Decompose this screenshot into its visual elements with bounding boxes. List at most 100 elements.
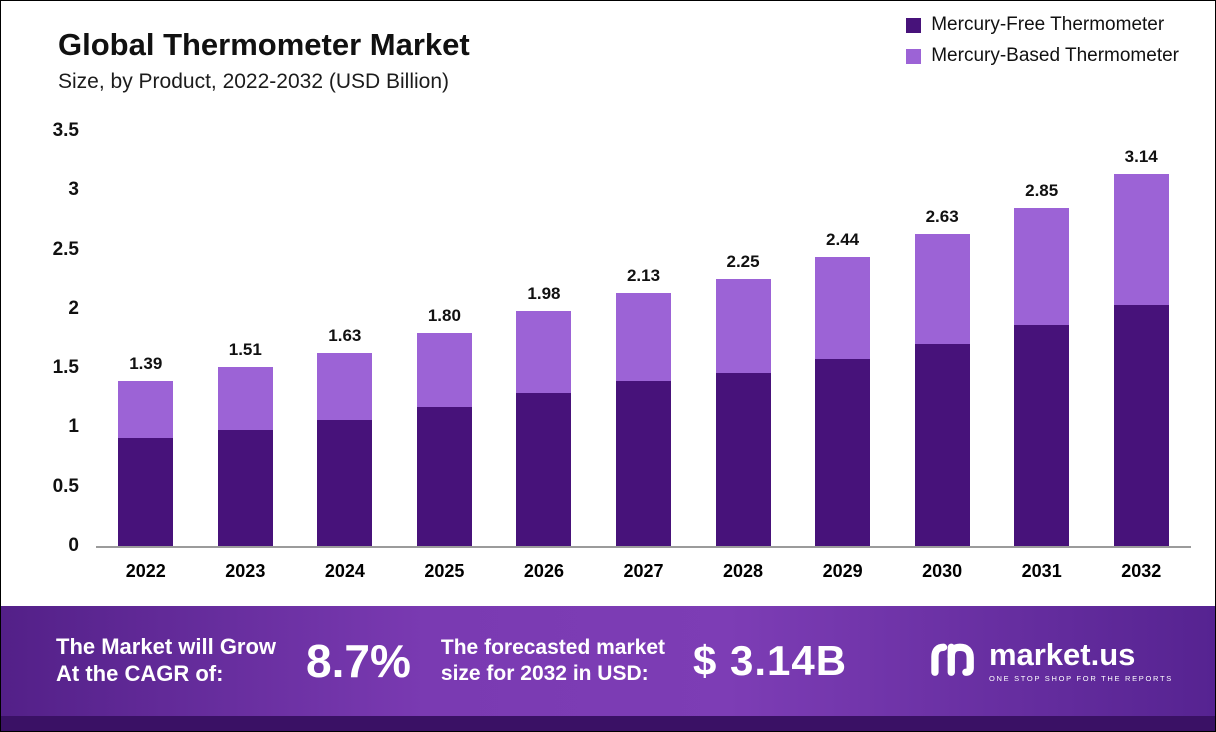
y-axis-tick-label: 1 bbox=[68, 416, 79, 438]
bar-group: 2.63 bbox=[892, 207, 992, 546]
bar-stack bbox=[317, 352, 373, 546]
y-axis-tick-label: 3 bbox=[68, 179, 79, 201]
page-title: Global Thermometer Market bbox=[58, 27, 470, 62]
bar-stack bbox=[217, 366, 273, 546]
brand-tagline: ONE STOP SHOP FOR THE REPORTS bbox=[988, 673, 1173, 683]
bar-group: 2.85 bbox=[992, 181, 1092, 546]
y-axis-tick-label: 2.5 bbox=[52, 238, 79, 260]
x-axis-line bbox=[96, 546, 1191, 548]
x-axis-label: 2023 bbox=[225, 561, 266, 581]
chart-section: Global Thermometer Market Size, by Produ… bbox=[1, 1, 1215, 607]
marketus-logo: market.us ONE STOP SHOP FOR THE REPORTS bbox=[927, 637, 1181, 685]
legend-item-mercury-free: Mercury-Free Thermometer bbox=[906, 14, 1179, 36]
bar-segment-mercury-based bbox=[615, 293, 671, 382]
bar-total-label: 1.98 bbox=[527, 284, 561, 304]
brand-name: market.us bbox=[988, 636, 1136, 672]
bar-total-label: 2.44 bbox=[826, 229, 860, 249]
bar-segment-mercury-based bbox=[516, 311, 572, 394]
footer-banner: The Market will Grow At the CAGR of: 8.7… bbox=[1, 606, 1215, 731]
bar-segment-mercury-based bbox=[715, 279, 771, 373]
y-axis-tick-label: 0.5 bbox=[52, 475, 79, 497]
bar-stack bbox=[516, 311, 572, 546]
bar-segment-mercury-free bbox=[1113, 305, 1169, 546]
bar-group: 1.80 bbox=[395, 306, 495, 546]
chart-legend: Mercury-Free Thermometer Mercury-Based T… bbox=[906, 14, 1179, 67]
bar-stack bbox=[118, 381, 174, 546]
chart-header: Global Thermometer Market Size, by Produ… bbox=[58, 27, 470, 94]
y-axis-tick-label: 1.5 bbox=[52, 357, 79, 379]
forecast-label: The forecasted market size for 2032 in U… bbox=[440, 636, 665, 685]
bar-segment-mercury-free bbox=[317, 420, 373, 546]
legend-swatch bbox=[906, 17, 922, 33]
bar-total-label: 2.63 bbox=[925, 207, 959, 227]
bar-stack bbox=[815, 256, 871, 546]
marketus-logo-icon bbox=[927, 637, 979, 685]
bar-stack bbox=[615, 293, 671, 546]
bar-segment-mercury-free bbox=[815, 358, 871, 546]
cagr-label: The Market will Grow At the CAGR of: bbox=[56, 633, 277, 686]
bar-total-label: 1.80 bbox=[427, 305, 461, 325]
bars-grid: 1.39 1.51 1.63 1.80 1.98 2.13 2.25 2.44 2.63 2.85… bbox=[96, 131, 1191, 546]
page-subtitle: Size, by Product, 2022-2032 (USD Billion… bbox=[58, 70, 450, 93]
bar-total-label: 3.14 bbox=[1124, 146, 1158, 166]
bar-stack bbox=[1113, 173, 1169, 546]
bar-total-label: 2.25 bbox=[726, 252, 760, 272]
x-axis-label: 2027 bbox=[623, 561, 664, 581]
bar-group: 2.13 bbox=[594, 266, 694, 546]
legend-item-mercury-based: Mercury-Based Thermometer bbox=[906, 45, 1179, 67]
bar-stack bbox=[416, 332, 472, 546]
chart-area: 1.39 1.51 1.63 1.80 1.98 2.13 2.25 2.44 2.63 2.85… bbox=[96, 131, 1191, 582]
legend-swatch bbox=[906, 48, 922, 64]
bar-segment-mercury-free bbox=[1014, 325, 1070, 546]
x-axis-label: 2024 bbox=[324, 561, 365, 581]
x-axis-label: 2032 bbox=[1121, 561, 1162, 581]
bar-segment-mercury-free bbox=[516, 393, 572, 546]
bar-segment-mercury-based bbox=[317, 352, 373, 421]
bar-total-label: 2.85 bbox=[1025, 181, 1059, 201]
bar-group: 1.98 bbox=[494, 284, 594, 546]
bar-segment-mercury-free bbox=[914, 344, 970, 546]
bar-segment-mercury-based bbox=[914, 234, 970, 345]
x-axis-label: 2025 bbox=[424, 561, 465, 581]
cagr-value: 8.7% bbox=[306, 634, 411, 687]
x-axis-label: 2026 bbox=[523, 561, 564, 581]
bar-total-label: 1.63 bbox=[328, 325, 362, 345]
bar-segment-mercury-free bbox=[615, 381, 671, 546]
forecast-value: $ 3.14B bbox=[693, 636, 848, 684]
x-axis-label: 2028 bbox=[723, 561, 764, 581]
bar-segment-mercury-based bbox=[118, 381, 174, 439]
bar-group: 2.25 bbox=[693, 252, 793, 546]
bar-group: 1.51 bbox=[196, 340, 296, 546]
bar-total-label: 1.39 bbox=[129, 354, 163, 374]
bar-segment-mercury-free bbox=[416, 407, 472, 546]
bar-segment-mercury-free bbox=[118, 438, 174, 546]
bar-group: 1.39 bbox=[96, 354, 196, 546]
legend-label: Mercury-Free Thermometer bbox=[931, 14, 1165, 35]
bar-group: 3.14 bbox=[1091, 147, 1191, 546]
bar-segment-mercury-free bbox=[217, 429, 273, 546]
y-axis-tick-label: 3.5 bbox=[52, 120, 79, 141]
years-grid: 2022 2023 2024 2025 2026 2027 2028 2029 2030 2031… bbox=[96, 561, 1191, 582]
legend-label: Mercury-Based Thermometer bbox=[931, 45, 1179, 66]
bar-group: 1.63 bbox=[295, 326, 395, 546]
x-axis-label: 2030 bbox=[922, 561, 963, 581]
bar-stack bbox=[914, 234, 970, 546]
bar-segment-mercury-based bbox=[815, 256, 871, 359]
bar-total-label: 1.51 bbox=[228, 339, 262, 359]
x-axis-label: 2029 bbox=[822, 561, 863, 581]
bar-total-label: 2.13 bbox=[626, 266, 661, 286]
bar-stack bbox=[715, 279, 771, 546]
bar-segment-mercury-based bbox=[1014, 208, 1070, 326]
x-axis-label: 2031 bbox=[1021, 561, 1062, 581]
bar-segment-mercury-based bbox=[416, 332, 472, 408]
brand-text: market.us ONE STOP SHOP FOR THE REPORTS bbox=[989, 639, 1173, 683]
y-axis-tick-label: 0 bbox=[68, 535, 79, 556]
y-axis: 3.5 3 2.5 2 1.5 1 0.5 0 bbox=[1, 120, 89, 556]
bar-stack bbox=[1014, 208, 1070, 546]
y-axis-tick-label: 2 bbox=[68, 297, 79, 319]
bar-segment-mercury-free bbox=[715, 372, 771, 546]
bar-segment-mercury-based bbox=[1113, 173, 1169, 306]
bar-group: 2.44 bbox=[793, 230, 893, 546]
bar-segment-mercury-based bbox=[217, 366, 273, 430]
